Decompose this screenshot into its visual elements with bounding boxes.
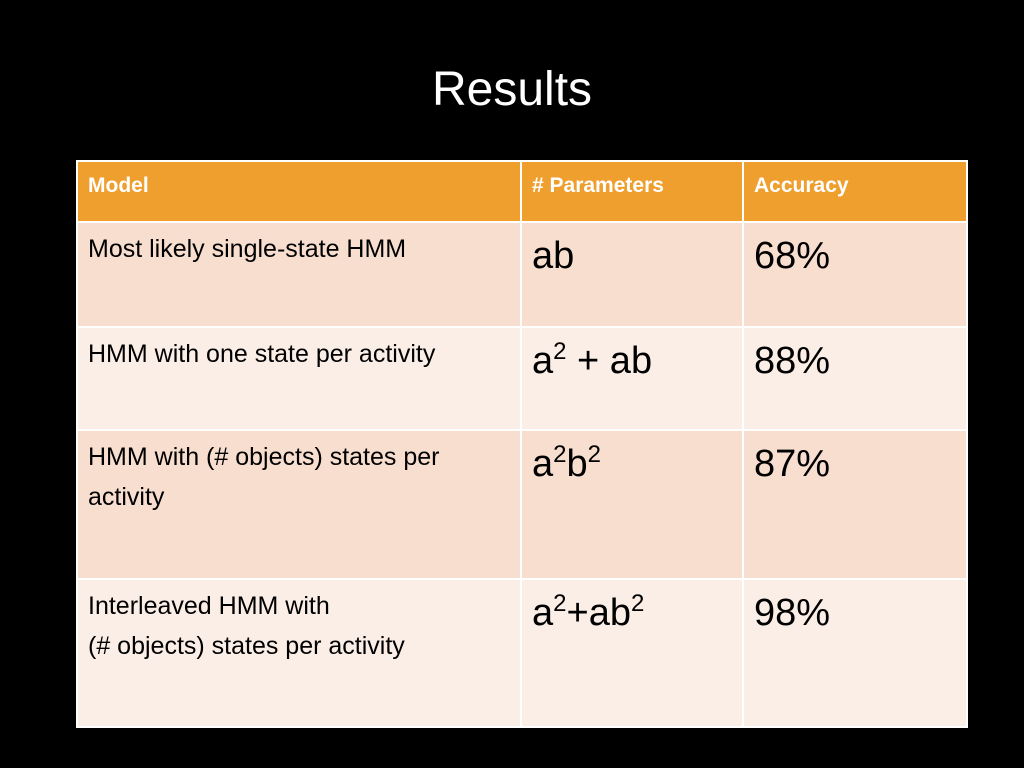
superscript: 2 xyxy=(553,590,567,617)
model-cell: Interleaved HMM with (# objects) states … xyxy=(76,578,522,728)
table-row: Interleaved HMM with (# objects) states … xyxy=(76,578,968,728)
model-cell: HMM with (# objects) states per activity xyxy=(76,429,522,580)
parameter-text: a xyxy=(532,340,554,382)
superscript: 2 xyxy=(630,590,645,617)
header-row: Model # Parameters Accuracy xyxy=(76,160,968,223)
parameter-text: b xyxy=(566,443,588,485)
parameters-cell: ab xyxy=(520,221,744,328)
parameter-text: a xyxy=(532,592,554,634)
header-cell: Accuracy xyxy=(742,160,968,223)
parameter-text: ab xyxy=(532,235,575,277)
parameter-text: +ab xyxy=(566,592,631,634)
table-row: HMM with one state per activity a2 + ab 88… xyxy=(76,326,968,431)
results-table: Model # Parameters Accuracy Most likely si… xyxy=(76,160,968,728)
accuracy-cell: 88% xyxy=(742,326,968,431)
superscript: 2 xyxy=(553,338,567,365)
superscript: 2 xyxy=(587,441,601,468)
parameters-cell: a2 + ab xyxy=(520,326,744,431)
parameter-text: a xyxy=(532,443,554,485)
header-cell: Model xyxy=(76,160,522,223)
accuracy-cell: 87% xyxy=(742,429,968,580)
header-cell: # Parameters xyxy=(520,160,744,223)
parameters-cell: a2b2 xyxy=(520,429,744,580)
accuracy-cell: 68% xyxy=(742,221,968,328)
parameter-text: + ab xyxy=(566,340,653,382)
superscript: 2 xyxy=(553,441,567,468)
model-cell: Most likely single-state HMM xyxy=(76,221,522,328)
table-row: Most likely single-state HMM ab 68% xyxy=(76,221,968,328)
slide-title: Results xyxy=(431,63,593,116)
accuracy-cell: 98% xyxy=(742,578,968,728)
parameters-cell: a2+ab2 xyxy=(520,578,744,728)
model-cell: HMM with one state per activity xyxy=(76,326,522,431)
table-row: HMM with (# objects) states per activity… xyxy=(76,429,968,580)
